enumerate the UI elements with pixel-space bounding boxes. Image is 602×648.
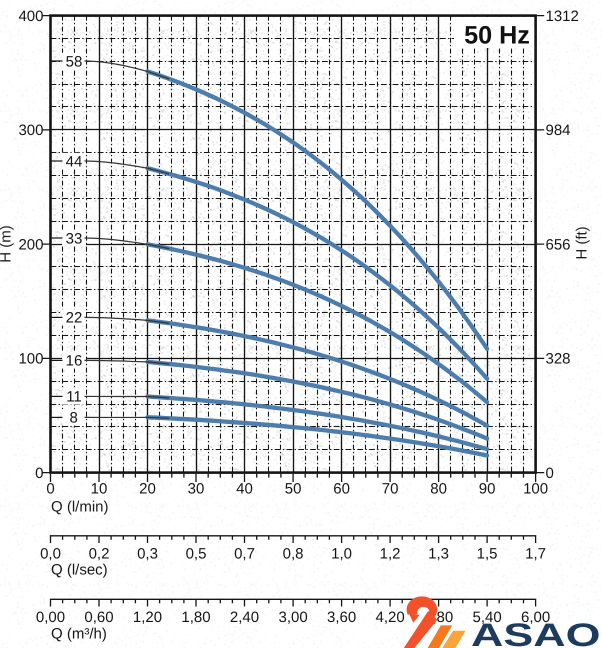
svg-text:0,2: 0,2	[89, 546, 110, 563]
svg-text:0,3: 0,3	[137, 546, 158, 563]
svg-text:400: 400	[18, 8, 43, 25]
svg-text:328: 328	[546, 351, 571, 368]
svg-text:20: 20	[139, 481, 156, 498]
svg-text:5,40: 5,40	[472, 609, 501, 626]
svg-text:3,00: 3,00	[278, 609, 307, 626]
svg-text:58: 58	[66, 53, 83, 70]
svg-text:1,80: 1,80	[181, 609, 210, 626]
svg-text:0: 0	[46, 481, 54, 498]
svg-text:1312: 1312	[546, 8, 579, 25]
svg-text:1,3: 1,3	[428, 546, 449, 563]
svg-text:0: 0	[546, 465, 554, 482]
svg-text:656: 656	[546, 236, 571, 253]
svg-text:100: 100	[523, 481, 548, 498]
svg-text:33: 33	[66, 230, 83, 247]
svg-text:11: 11	[66, 389, 82, 406]
svg-text:1,5: 1,5	[477, 546, 498, 563]
svg-text:30: 30	[188, 481, 205, 498]
svg-text:1,7: 1,7	[525, 546, 546, 563]
svg-text:0,0: 0,0	[40, 546, 61, 563]
svg-text:100: 100	[18, 351, 43, 368]
svg-text:10: 10	[91, 481, 108, 498]
svg-text:H (m): H (m)	[0, 225, 15, 263]
svg-text:300: 300	[18, 122, 43, 139]
svg-text:0,8: 0,8	[283, 546, 304, 563]
svg-text:6,00: 6,00	[521, 609, 550, 626]
svg-text:Q (l/min): Q (l/min)	[51, 499, 109, 516]
svg-text:50: 50	[285, 481, 302, 498]
svg-text:0,00: 0,00	[36, 609, 65, 626]
svg-text:50 Hz: 50 Hz	[464, 22, 530, 50]
svg-text:22: 22	[66, 310, 83, 327]
svg-text:Q (m³/h): Q (m³/h)	[51, 626, 107, 643]
svg-text:0,5: 0,5	[186, 546, 207, 563]
svg-text:984: 984	[546, 122, 571, 139]
svg-text:1,2: 1,2	[380, 546, 401, 563]
svg-text:44: 44	[66, 153, 83, 170]
svg-text:200: 200	[18, 236, 43, 253]
svg-text:3,60: 3,60	[327, 609, 356, 626]
svg-text:0: 0	[35, 465, 43, 482]
svg-text:90: 90	[479, 481, 496, 498]
svg-text:0,60: 0,60	[84, 609, 113, 626]
svg-text:60: 60	[333, 481, 350, 498]
svg-text:H (ft): H (ft)	[574, 226, 591, 259]
svg-text:0,7: 0,7	[234, 546, 255, 563]
svg-text:ASAO: ASAO	[471, 617, 601, 648]
svg-text:80: 80	[430, 481, 447, 498]
svg-text:1,20: 1,20	[133, 609, 162, 626]
svg-text:1,0: 1,0	[331, 546, 352, 563]
svg-text:4,20: 4,20	[375, 609, 404, 626]
svg-text:70: 70	[382, 481, 399, 498]
svg-text:2,40: 2,40	[230, 609, 259, 626]
svg-text:8: 8	[70, 410, 78, 427]
svg-text:16: 16	[66, 353, 83, 370]
svg-text:Q (l/sec): Q (l/sec)	[51, 562, 108, 579]
svg-text:40: 40	[236, 481, 253, 498]
